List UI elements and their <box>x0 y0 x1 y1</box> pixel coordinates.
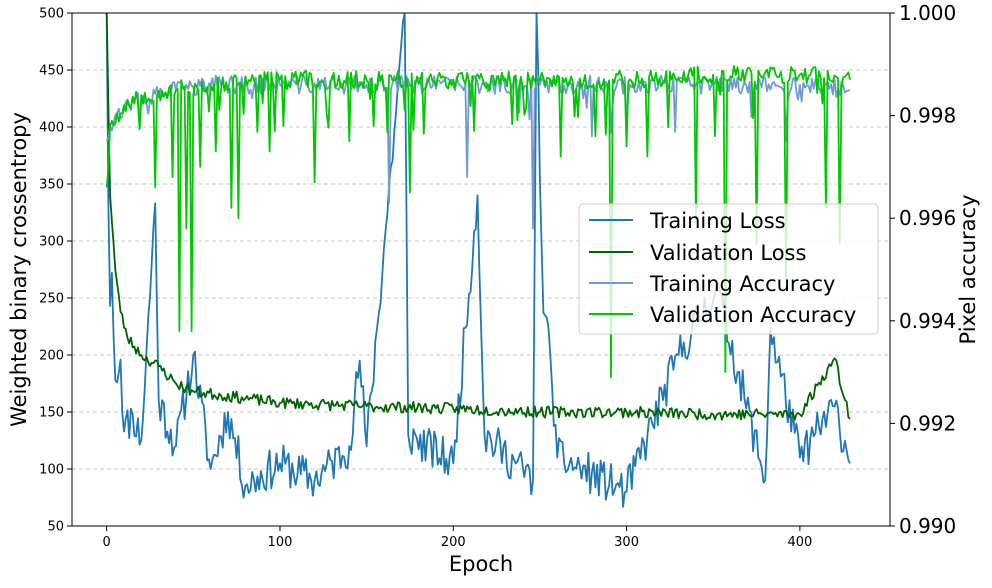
y-tick-label: 300 <box>39 235 64 250</box>
y-axis-right-label: Pixel accuracy <box>956 195 980 345</box>
y-axis-left-label: Weighted binary crossentropy <box>7 112 31 427</box>
y-tick-label: 350 <box>39 178 64 193</box>
y2-tick-label: 0.996 <box>899 206 956 230</box>
x-axis-ticks: 0 100 200 300 400 <box>103 526 812 550</box>
grid-lines <box>72 69 890 470</box>
y-tick-label: 50 <box>47 520 64 535</box>
y-tick-label: 450 <box>39 64 64 79</box>
y2-tick-label: 1.000 <box>899 1 956 25</box>
y2-tick-label: 0.990 <box>899 514 956 538</box>
y-tick-label: 150 <box>39 406 64 421</box>
legend: Training Loss Validation Loss Training A… <box>578 203 879 335</box>
x-tick-label: 0 <box>103 535 111 550</box>
y2-tick-label: 0.998 <box>899 104 956 128</box>
legend-label-training-loss: Training Loss <box>649 209 786 233</box>
legend-box <box>578 203 879 335</box>
y2-tick-label: 0.992 <box>899 411 956 435</box>
y-tick-label: 200 <box>39 349 64 364</box>
y-axis-right-ticks: 0.990 0.992 0.994 0.996 0.998 1.000 <box>890 1 956 538</box>
y-tick-label: 500 <box>39 7 64 22</box>
y2-tick-label: 0.994 <box>899 309 956 333</box>
y-axis-left-ticks: 50 100 150 200 250 300 350 400 450 500 <box>39 7 72 535</box>
x-tick-label: 200 <box>441 535 466 550</box>
x-axis-label: Epoch <box>449 552 513 576</box>
legend-label-validation-loss: Validation Loss <box>650 241 806 265</box>
legend-label-training-accuracy: Training Accuracy <box>649 272 835 296</box>
x-tick-label: 400 <box>787 535 812 550</box>
y-tick-label: 100 <box>39 463 64 478</box>
x-tick-label: 100 <box>268 535 293 550</box>
legend-label-validation-accuracy: Validation Accuracy <box>650 303 856 327</box>
series-line-validation-loss <box>105 13 851 421</box>
y-tick-label: 250 <box>39 292 64 307</box>
x-tick-label: 300 <box>614 535 639 550</box>
plot-frame <box>71 12 891 527</box>
series-line-training-accuracy <box>105 74 851 230</box>
y-tick-label: 400 <box>39 121 64 136</box>
